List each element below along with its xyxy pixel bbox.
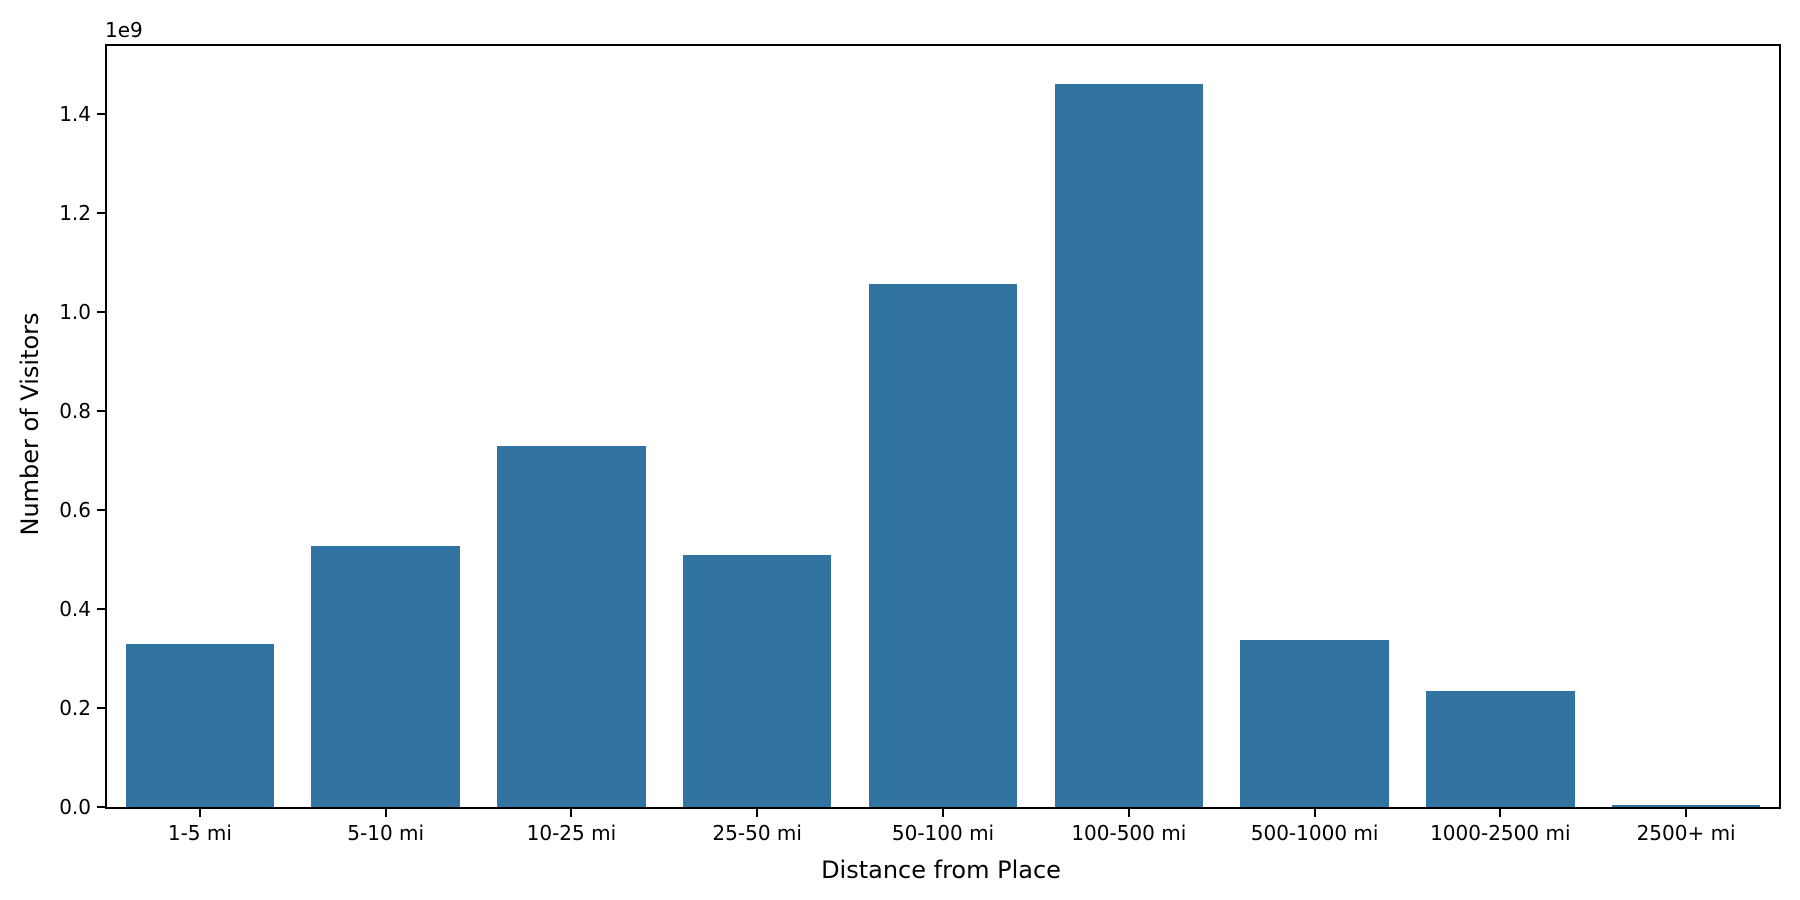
y-tick-label: 0.6 [59, 497, 91, 522]
y-tick-label: 0.4 [59, 597, 91, 621]
x-tick-mark [1499, 809, 1502, 817]
y-tick-mark [97, 608, 105, 610]
x-axis-label: Distance from Place [821, 856, 1061, 884]
y-tick-mark [97, 310, 105, 313]
x-tick-label: 1-5 mi [167, 821, 232, 845]
y-axis-label: Number of Visitors [16, 312, 44, 536]
y-tick-label: 1.0 [59, 299, 91, 324]
x-tick-mark [198, 809, 201, 817]
y-tick-mark [97, 707, 105, 709]
y-tick-label: 0.0 [59, 795, 91, 819]
y-tick-mark [97, 112, 105, 115]
y-tick-mark [97, 409, 105, 412]
y-tick-label: 0.2 [59, 696, 91, 720]
y-tick-mark [97, 806, 105, 808]
bar [1054, 84, 1204, 807]
x-tick-label: 2500+ mi [1636, 821, 1736, 845]
x-tick-mark [1685, 809, 1688, 817]
x-tick-label: 5-10 mi [347, 821, 425, 845]
y-tick-label: 1.2 [59, 200, 91, 225]
bar [682, 555, 832, 807]
bar [311, 546, 460, 807]
x-tick-mark [1313, 809, 1316, 817]
y-tick-mark [97, 211, 105, 214]
x-tick-label: 100-500 mi [1071, 821, 1187, 845]
x-tick-mark [1127, 809, 1130, 817]
bar [868, 284, 1018, 807]
x-tick-label: 10-25 mi [526, 821, 617, 845]
y-tick-mark [97, 508, 105, 511]
y-tick-label: 0.8 [59, 398, 91, 423]
x-tick-mark [756, 809, 759, 817]
x-tick-label: 1000-2500 mi [1430, 821, 1571, 845]
x-tick-mark [384, 809, 387, 817]
x-tick-label: 50-100 mi [891, 821, 995, 845]
bar [125, 644, 275, 807]
bar [1240, 640, 1389, 807]
x-tick-mark [570, 809, 573, 817]
x-tick-label: 500-1000 mi [1250, 821, 1379, 845]
x-tick-mark [942, 809, 944, 817]
bar [1426, 691, 1575, 807]
y-tick-label: 1.4 [59, 101, 91, 126]
x-tick-label: 25-50 mi [712, 821, 802, 845]
bar [497, 446, 646, 807]
y-axis-offset-text: 1e9 [105, 18, 143, 42]
bar [1611, 805, 1761, 807]
plot-area: 1e9 0.0 0.2 0.4 0.6 0.8 1.0 1.2 1.4 1-5 mi 5-10 … [59, 20, 1781, 843]
